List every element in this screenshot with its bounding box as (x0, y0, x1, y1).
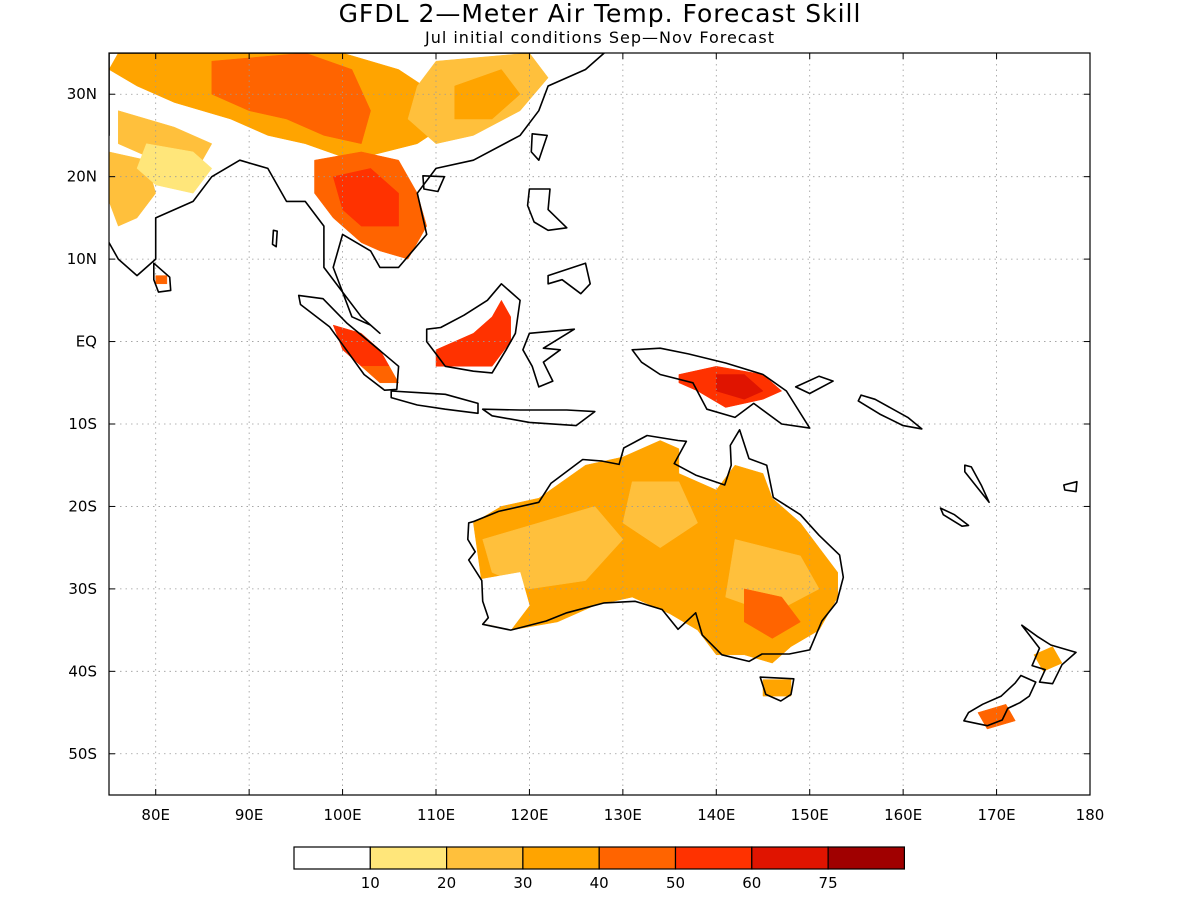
chart-title: GFDL 2—Meter Air Temp. Forecast Skill (338, 0, 862, 28)
lat-tick-label: 30N (67, 85, 97, 103)
skill-region (360, 366, 400, 384)
lat-tick-label: 40S (68, 662, 97, 680)
lon-tick-label: 140E (697, 806, 735, 824)
coastline (466, 428, 845, 663)
coastline (530, 133, 549, 161)
lat-tick-label: 30S (68, 580, 97, 598)
skill-region (1033, 646, 1063, 672)
coastline (1063, 480, 1078, 493)
coastline (759, 676, 795, 702)
coastline (481, 408, 596, 427)
skill-region (211, 53, 371, 144)
legend-label: 20 (437, 874, 456, 892)
coastline (857, 394, 923, 430)
legend-label: 40 (590, 874, 609, 892)
legend-label: 60 (742, 874, 761, 892)
lat-tick-label: 20N (67, 168, 97, 186)
lon-tick-label: 170E (978, 806, 1016, 824)
coastline (297, 294, 400, 392)
lon-tick-label: 150E (791, 806, 829, 824)
lat-tick-label: 10S (68, 415, 97, 433)
legend-swatch (293, 846, 371, 870)
lat-tick-label: 20S (68, 497, 97, 515)
legend-swatch (369, 846, 448, 870)
coastline (547, 262, 592, 295)
legend-label: 10 (361, 874, 380, 892)
legend-swatch (751, 846, 829, 870)
lon-tick-label: 100E (324, 806, 362, 824)
skill-region (435, 299, 511, 367)
coastline (963, 464, 990, 504)
lon-tick-label: 130E (604, 806, 642, 824)
lon-tick-label: 110E (417, 806, 455, 824)
skill-region (332, 168, 399, 227)
coastline (271, 229, 279, 248)
legend-swatch (827, 846, 905, 870)
coastline (794, 375, 834, 395)
skill-region (155, 275, 168, 285)
coastline (425, 282, 521, 374)
skill-region (762, 679, 792, 697)
legend-swatch (674, 846, 753, 870)
color-legend: 10 20 30 40 50 60 75 (293, 846, 905, 892)
coastline (939, 507, 970, 528)
coastline (390, 390, 479, 415)
skill-region (482, 506, 624, 590)
lon-tick-label: 90E (235, 806, 264, 824)
coastline (526, 188, 568, 232)
skill-region (716, 374, 764, 400)
lon-tick-label: 180 (1076, 806, 1105, 824)
coastline (109, 53, 606, 335)
lat-tick-label: 50S (68, 745, 97, 763)
legend-swatch (522, 846, 600, 870)
legend-label: 30 (513, 874, 532, 892)
lat-tick-label: EQ (76, 333, 97, 351)
legend-label: 50 (666, 874, 685, 892)
coastlines (109, 53, 1078, 727)
coastline (631, 347, 811, 429)
coastline (153, 262, 172, 293)
lon-tick-label: 160E (884, 806, 922, 824)
skill-fill-layer (109, 53, 1063, 730)
lat-tick-label: 10N (67, 250, 97, 268)
legend-label: 75 (819, 874, 838, 892)
lon-tick-label: 120E (510, 806, 548, 824)
skill-region (622, 481, 698, 549)
legend-swatch (446, 846, 524, 870)
coastline (1020, 624, 1077, 685)
coastline (522, 328, 576, 388)
axis-ticks: 30N 20N 10N EQ 10S 20S 30S 40S 50S 80E 90E 100E 110E… (67, 53, 1105, 824)
lon-tick-label: 80E (141, 806, 170, 824)
skill-region (454, 69, 521, 120)
coastline (963, 674, 1037, 727)
chart-subtitle: Jul initial conditions Sep—Nov Forecast (424, 28, 776, 47)
lat-lon-grid (109, 53, 1090, 795)
coastline (422, 175, 446, 193)
skill-region (744, 588, 801, 639)
legend-swatch (598, 846, 677, 870)
